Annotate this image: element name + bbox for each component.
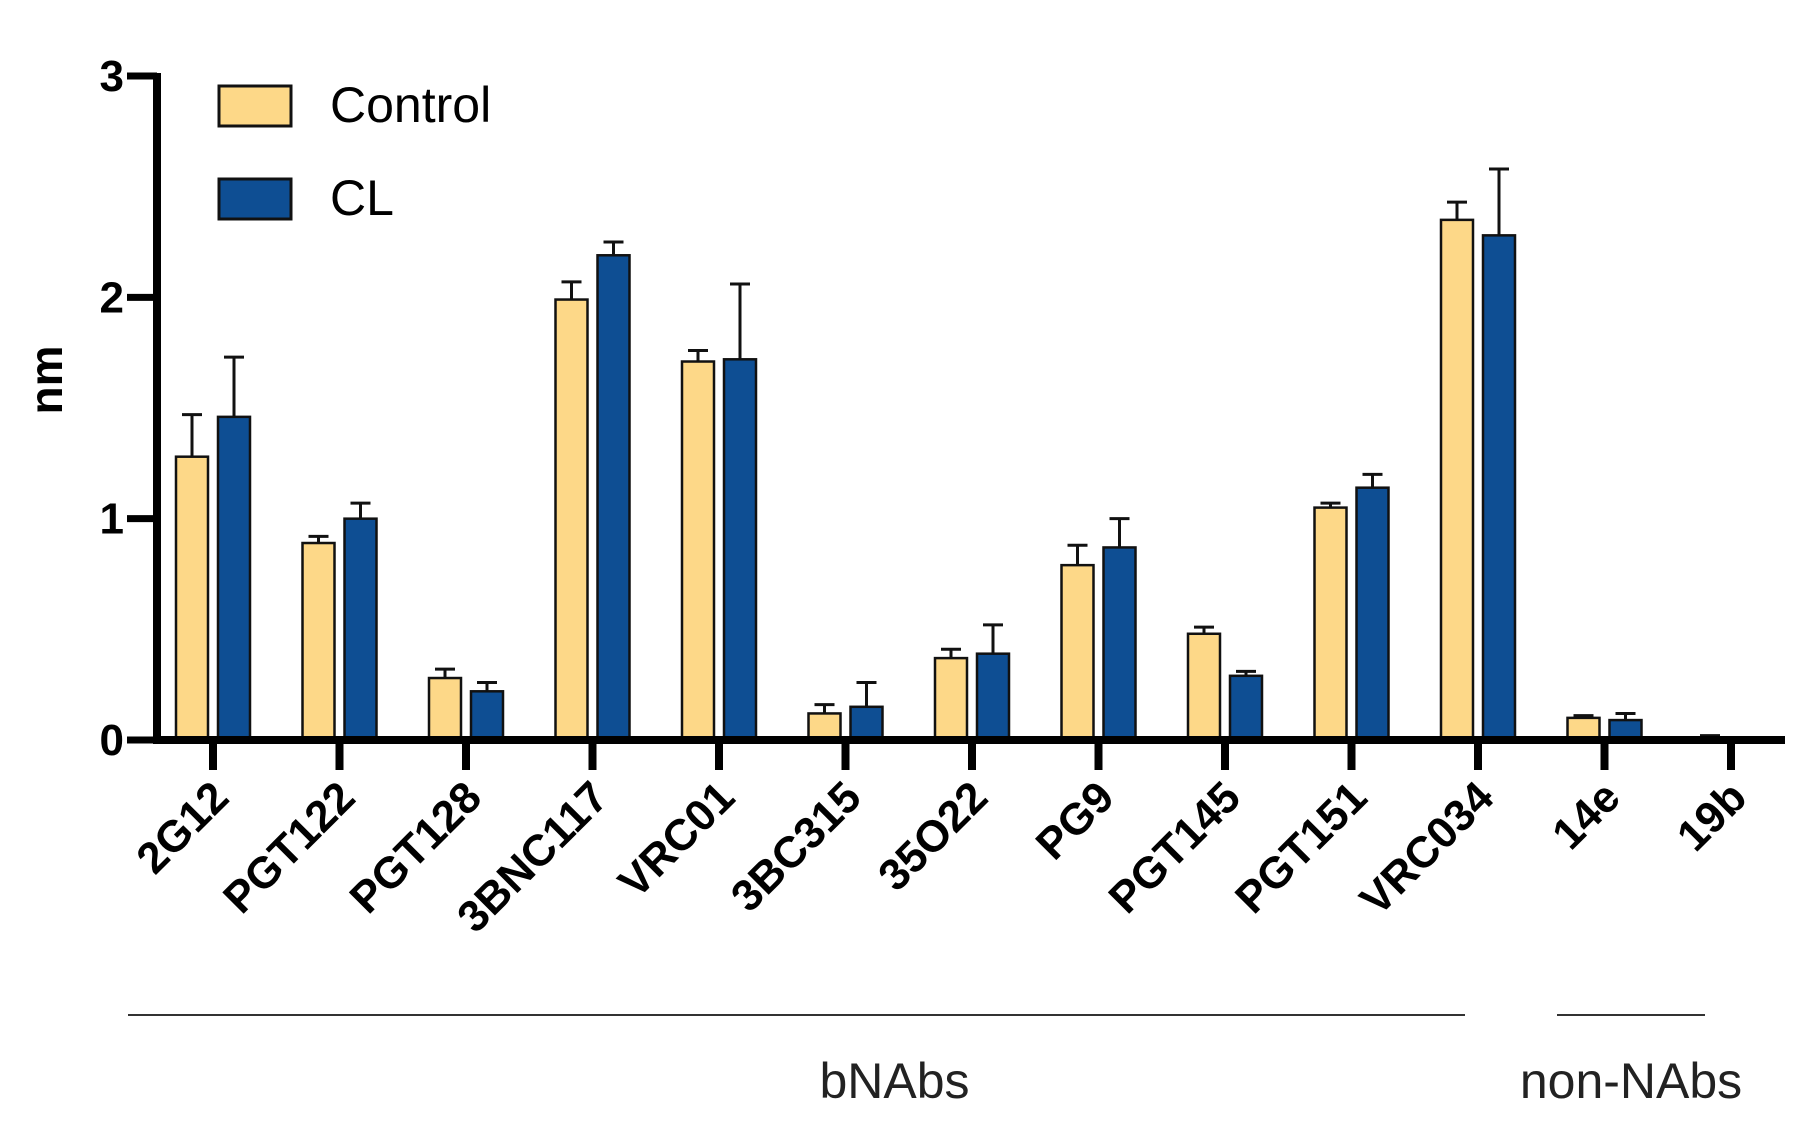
- x-label-3bc315: 3BC315: [722, 772, 871, 921]
- bar-cl-pg9: [1102, 546, 1137, 742]
- x-label-2g12: 2G12: [127, 772, 238, 883]
- legend-swatch-cl: [217, 177, 293, 221]
- x-label-pgt145: PGT145: [1100, 772, 1251, 923]
- bar-control-pgt128: [427, 676, 463, 742]
- bar-cl-pgt151: [1355, 486, 1390, 742]
- legend-label-control: Control: [330, 77, 491, 133]
- group-label-non-nabs: non-NAbs: [1520, 1053, 1742, 1109]
- y-tick-label-1: 1: [100, 495, 124, 544]
- bar-control-vrc01: [680, 360, 716, 742]
- bar-cl-vrc034: [1481, 234, 1517, 742]
- bar-cl-35o22: [975, 652, 1011, 742]
- legend-label-cl: CL: [330, 170, 394, 226]
- legend-swatch-control: [217, 84, 293, 128]
- axes-layer: [153, 73, 1785, 744]
- x-label-pgt151: PGT151: [1226, 772, 1377, 923]
- y-ticks-layer: 0 1 2 3: [100, 52, 157, 765]
- bar-control-pgt151: [1313, 506, 1348, 742]
- x-label-19b: 19b: [1668, 772, 1756, 860]
- bar-cl-3bc315: [849, 705, 884, 742]
- bar-cl-2g12: [216, 415, 252, 742]
- bars-layer: [174, 167, 1728, 742]
- y-tick-label-0: 0: [100, 716, 124, 765]
- x-label-14e: 14e: [1543, 772, 1630, 859]
- y-tick-label-3: 3: [100, 52, 124, 101]
- y-tick-label-2: 2: [100, 273, 124, 322]
- bar-control-vrc034: [1439, 218, 1475, 742]
- bar-cl-3bnc117: [596, 254, 631, 742]
- bar-cl-pgt128: [469, 690, 505, 742]
- bar-cl-pgt145: [1228, 674, 1264, 742]
- bar-control-2g12: [174, 455, 210, 742]
- bar-control-35o22: [933, 656, 969, 742]
- bar-control-pgt145: [1186, 632, 1222, 742]
- bar-control-3bnc117: [554, 298, 589, 742]
- x-label-pgt122: PGT122: [214, 772, 365, 923]
- group-label-bnabs: bNAbs: [819, 1053, 969, 1109]
- bar-cl-vrc01: [722, 358, 758, 742]
- legend: Control CL: [217, 77, 491, 226]
- x-label-35o22: 35O22: [869, 772, 997, 900]
- bar-control-pg9: [1060, 563, 1095, 742]
- y-axis-title: nm: [20, 346, 72, 415]
- group-brackets: bNAbs non-NAbs: [128, 1014, 1742, 1109]
- x-label-pg9: PG9: [1027, 772, 1124, 869]
- x-label-vrc034: VRC034: [1351, 772, 1504, 925]
- bar-control-pgt122: [301, 541, 336, 742]
- bar-cl-pgt122: [343, 517, 378, 742]
